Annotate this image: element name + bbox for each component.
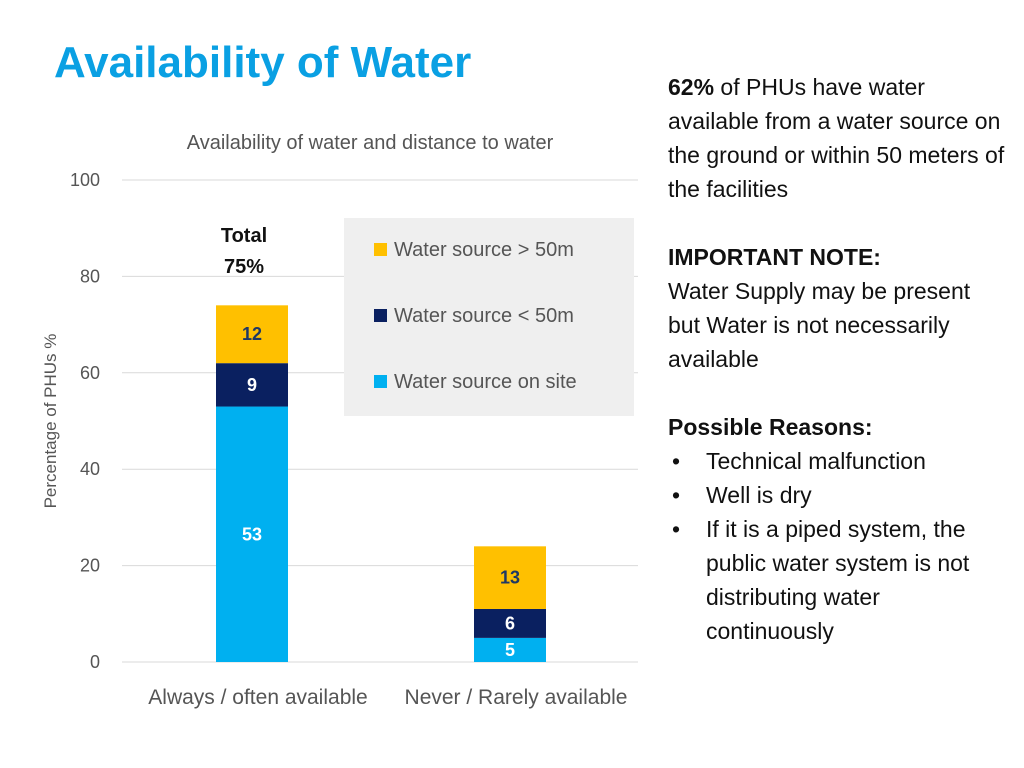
data-label: 6 xyxy=(505,613,515,633)
bar-segment xyxy=(474,546,546,609)
y-tick-label: 40 xyxy=(80,459,100,479)
legend-swatch xyxy=(374,375,387,388)
important-note-heading: IMPORTANT NOTE: xyxy=(668,244,881,270)
data-label: 9 xyxy=(247,375,257,395)
reason-item: • Well is dry xyxy=(668,478,1008,512)
category-label: Always / often available xyxy=(148,686,367,709)
chart-canvas: Availability of water and distance to wa… xyxy=(41,132,638,709)
legend-swatch xyxy=(374,309,387,322)
legend-label: Water source < 50m xyxy=(394,305,574,327)
reason-item: • If it is a piped system, the public wat… xyxy=(668,512,1008,648)
bar-segment xyxy=(216,305,288,364)
data-label: 12 xyxy=(242,324,262,344)
y-tick-labels: 0 20 40 60 80 100 xyxy=(70,170,100,672)
side-notes: 62% of PHUs have water available from a … xyxy=(668,70,1008,648)
bullet-icon: • xyxy=(672,482,681,508)
y-tick-label: 20 xyxy=(80,556,100,576)
legend-label: Water source > 50m xyxy=(394,239,574,261)
legend-box xyxy=(344,218,634,416)
bullet-icon: • xyxy=(672,448,681,474)
slide-title: Availability of Water xyxy=(54,38,472,87)
data-label: 5 xyxy=(505,640,515,660)
important-note-body: Water Supply may be present but Water is… xyxy=(668,278,971,372)
y-tick-label: 60 xyxy=(80,363,100,383)
data-label: 13 xyxy=(500,568,520,588)
bar-segment xyxy=(216,363,288,407)
bar-segment xyxy=(474,608,546,638)
bullet-icon: • xyxy=(672,516,681,542)
bar-segment xyxy=(474,637,546,662)
category-label: Never / Rarely available xyxy=(405,686,628,709)
summary-text: of PHUs have water available from a wate… xyxy=(668,74,1005,202)
y-tick-label: 80 xyxy=(80,266,100,286)
y-axis-label: Percentage of PHUs % xyxy=(41,334,60,509)
data-label: 53 xyxy=(242,524,262,544)
total-annotation: Total xyxy=(221,225,267,247)
category-labels: Always / often available Never / Rarely a… xyxy=(148,686,627,709)
data-labels: 53 9 12 5 6 13 Total 75% xyxy=(221,225,520,660)
legend: Water source > 50m Water source < 50m Wate… xyxy=(344,218,634,416)
chart-title: Availability of water and distance to wa… xyxy=(187,132,554,154)
reasons-list: • Technical malfunction • Well is dry • If … xyxy=(668,444,1008,648)
y-tick-label: 0 xyxy=(90,652,100,672)
reasons-heading: Possible Reasons: xyxy=(668,414,873,440)
stacked-bar-chart: Availability of water and distance to wa… xyxy=(30,120,650,720)
bar-segment xyxy=(216,406,288,662)
legend-swatch xyxy=(374,243,387,256)
y-tick-label: 100 xyxy=(70,170,100,190)
bars xyxy=(216,305,546,662)
summary-percent: 62% xyxy=(668,74,715,100)
reason-item: • Technical malfunction xyxy=(668,444,1008,478)
summary-paragraph: 62% of PHUs have water available from a … xyxy=(668,70,1008,206)
total-annotation: 75% xyxy=(224,256,264,278)
legend-label: Water source on site xyxy=(394,371,577,393)
